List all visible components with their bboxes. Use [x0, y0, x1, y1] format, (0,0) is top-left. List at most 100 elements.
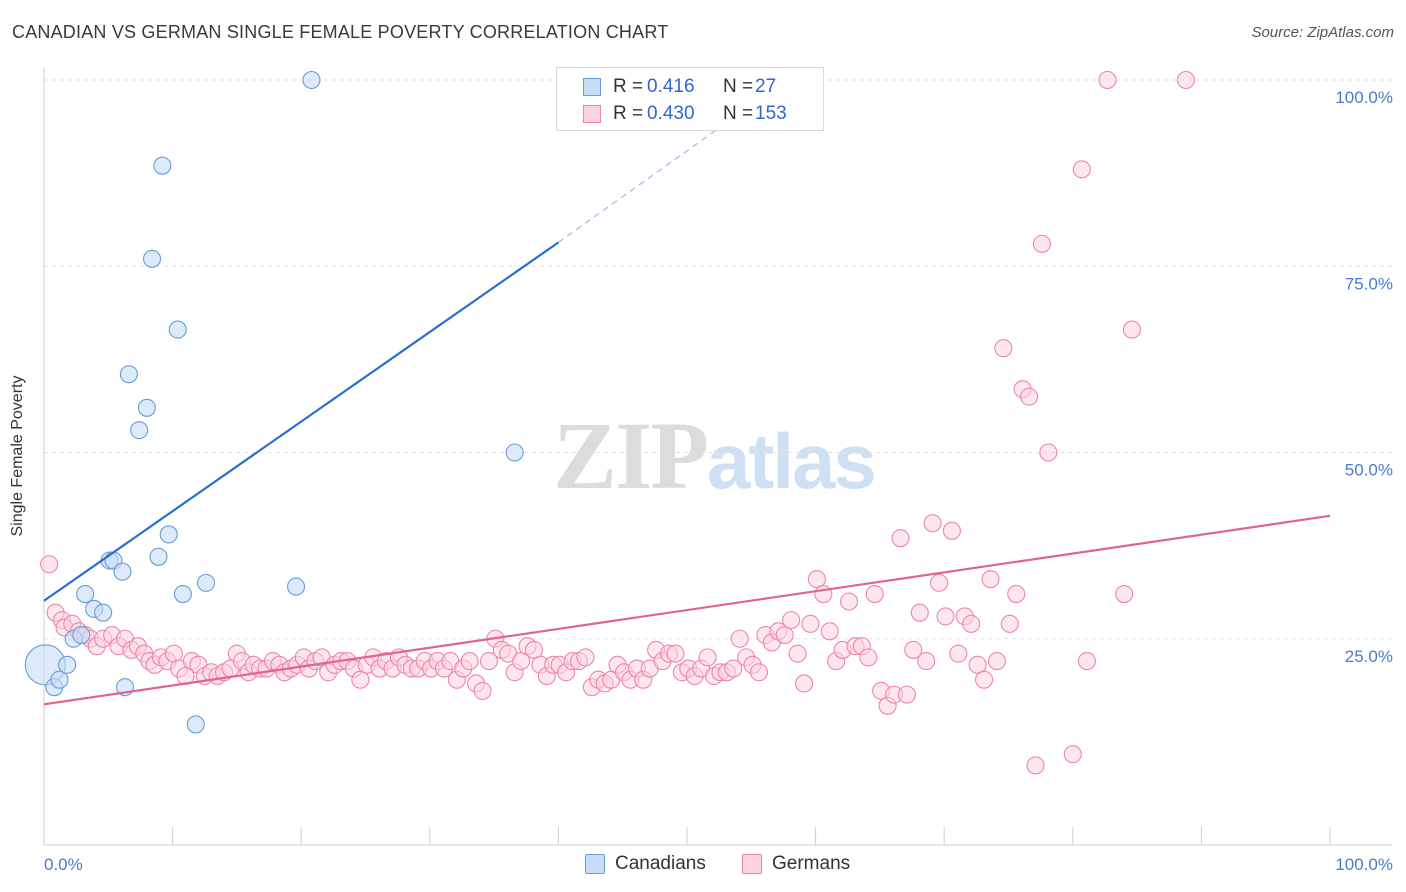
canadians-point: [72, 625, 91, 645]
germans-point: [775, 625, 794, 645]
legend-r-label: R =: [613, 103, 644, 124]
legend-swatch-canadians: [583, 78, 601, 96]
canadians-point: [50, 670, 69, 689]
canadians-point: [119, 365, 138, 384]
canadians-point: [137, 398, 156, 417]
germans-point: [968, 655, 987, 674]
canadians-point: [302, 70, 321, 90]
germans-point: [910, 603, 929, 622]
canadians-point: [153, 156, 172, 175]
germans-point: [460, 652, 479, 671]
germans-point: [794, 674, 814, 693]
watermark-zip: ZIP: [553, 402, 709, 509]
germans-point: [730, 629, 749, 648]
legend-n-label: N =: [723, 103, 754, 124]
germans-point: [1007, 584, 1026, 604]
legend-n-label: N =: [723, 76, 754, 97]
germans-point: [930, 573, 949, 592]
germans-point: [724, 659, 743, 678]
canadians-point: [113, 562, 132, 581]
germans-point: [1072, 160, 1091, 179]
germans-point: [917, 652, 936, 671]
canadians-point: [505, 443, 524, 462]
watermark-atlas: atlas: [707, 417, 877, 505]
germans-point: [807, 570, 826, 589]
legend-swatch-germans: [583, 105, 601, 123]
legend-r-value: 0.430: [647, 103, 695, 124]
x-tick-label: 0.0%: [44, 855, 83, 874]
watermark: ZIPatlas: [553, 400, 877, 511]
x-tick-label: 100.0%: [1335, 855, 1393, 874]
bottom-legend-swatch-canadians: [585, 854, 605, 874]
germans-point: [479, 652, 499, 671]
germans-point: [981, 570, 1000, 589]
germans-point: [1077, 652, 1096, 671]
germans-point: [1026, 756, 1045, 775]
germans-point: [1032, 234, 1051, 253]
germans-point: [512, 652, 531, 671]
germans-point: [801, 614, 820, 633]
germans-point: [1020, 387, 1039, 406]
germans-point: [1098, 70, 1117, 90]
germans-point: [473, 681, 492, 700]
canadians-trend-extension: [558, 113, 739, 243]
canadians-point: [130, 421, 149, 440]
legend-n-value: 27: [755, 76, 777, 97]
germans-point: [936, 607, 955, 626]
canadians-point: [186, 715, 205, 734]
germans-point: [975, 670, 994, 689]
germans-point: [1000, 614, 1019, 633]
germans-point: [994, 339, 1013, 358]
legend-r-value: 0.416: [647, 76, 695, 97]
legend: R = 0.416 N = 27 R = 0.430 N = 153: [556, 67, 824, 131]
germans-point: [859, 648, 878, 667]
germans-point: [962, 614, 981, 633]
bottom-legend-canadians: Canadians: [585, 853, 706, 875]
canadians-point: [149, 547, 168, 566]
germans-point: [698, 648, 717, 667]
germans-point: [814, 584, 833, 604]
source-label: Source: ZipAtlas.com: [1251, 24, 1394, 41]
germans-point: [839, 592, 859, 611]
y-tick-label: 75.0%: [1345, 274, 1393, 293]
germans-point: [987, 652, 1006, 671]
canadians-point: [196, 573, 216, 592]
germans-point: [1039, 443, 1058, 462]
germans-point: [40, 555, 59, 574]
germans-point: [1115, 584, 1134, 604]
legend-row-canadians: R = 0.416 N = 27: [583, 76, 776, 98]
canadians-point: [76, 584, 95, 604]
germans-point: [942, 521, 961, 540]
y-tick-label: 100.0%: [1335, 88, 1393, 107]
canadians-point: [58, 655, 77, 674]
germans-point: [897, 685, 916, 704]
canadians-trend-line: [43, 241, 560, 602]
canadians-point: [142, 249, 162, 268]
germans-point: [788, 644, 807, 663]
canadians-point: [168, 320, 187, 339]
germans-point: [949, 644, 968, 663]
germans-point: [904, 640, 923, 659]
legend-row-germans: R = 0.430 N = 153: [583, 103, 787, 125]
canadians-point: [94, 603, 113, 622]
germans-point: [1063, 745, 1082, 764]
legend-n-value: 153: [755, 103, 787, 124]
canadians-point: [287, 577, 306, 596]
germans-point: [666, 644, 685, 663]
y-tick-label: 50.0%: [1345, 461, 1393, 480]
chart-title: CANADIAN VS GERMAN SINGLE FEMALE POVERTY…: [12, 22, 669, 42]
bottom-legend-germans: Germans: [742, 853, 850, 875]
germans-point: [1122, 320, 1142, 339]
y-tick-label: 25.0%: [1345, 647, 1393, 666]
germans-point: [1176, 70, 1196, 90]
bottom-legend: Canadians Germans: [0, 853, 1406, 877]
canadians-point: [173, 584, 192, 604]
germans-point: [820, 622, 839, 641]
bottom-legend-label-canadians: Canadians: [615, 853, 706, 874]
germans-point: [923, 514, 942, 533]
germans-point: [891, 529, 910, 548]
germans-trend-line: [43, 514, 1331, 706]
germans-point: [524, 640, 544, 659]
germans-point: [351, 670, 370, 689]
